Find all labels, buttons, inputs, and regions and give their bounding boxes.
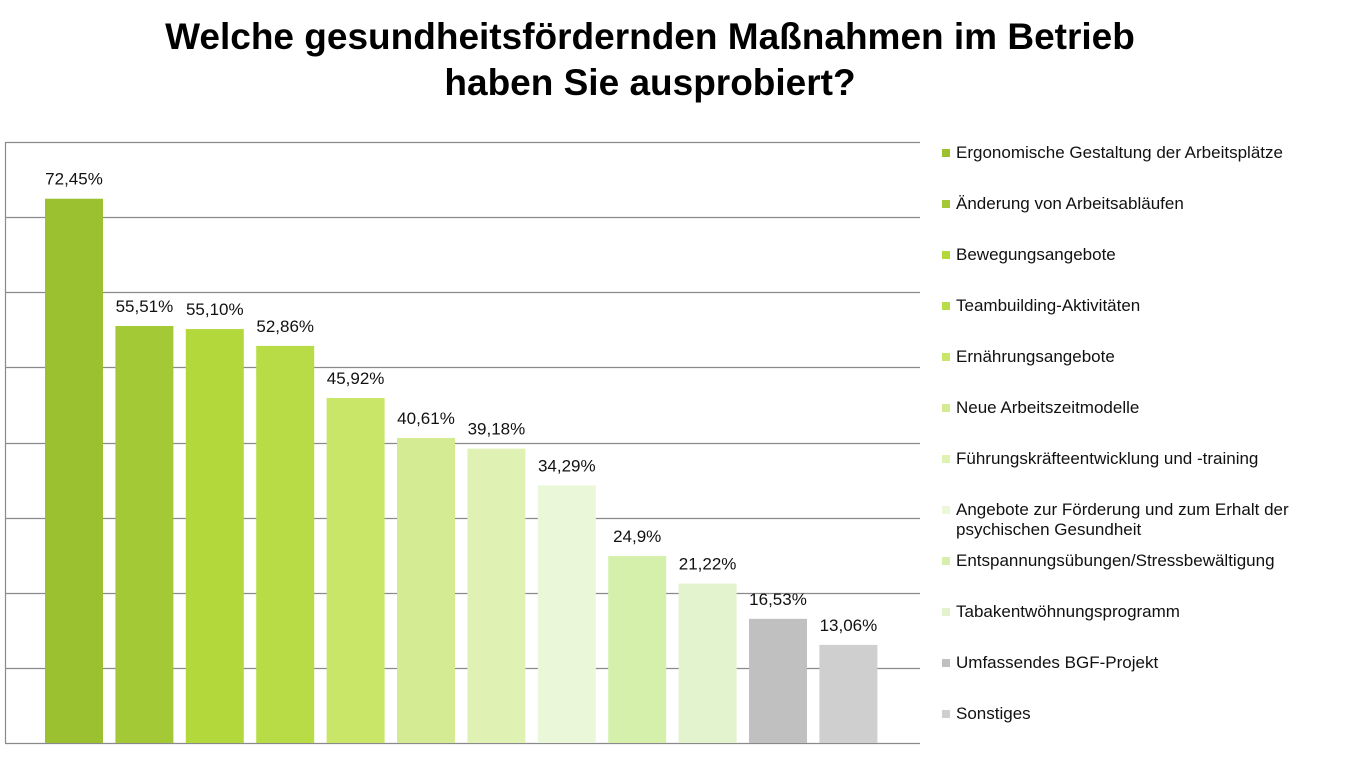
- legend-label-7: Führungskräfteentwicklung und -training: [956, 449, 1259, 468]
- bar-value-label-9: 24,9%: [613, 527, 661, 546]
- bar-value-label-7: 39,18%: [468, 420, 526, 439]
- legend-swatch-9: [942, 557, 950, 565]
- bar-10: [678, 583, 737, 743]
- bar-value-label-12: 13,06%: [820, 616, 878, 635]
- legend-swatch-1: [942, 149, 950, 157]
- legend-label-8: Angebote zur Förderung und zum Erhalt de…: [956, 500, 1289, 539]
- chart-title-line-2: haben Sie ausprobiert?: [444, 62, 856, 103]
- bar-4: [256, 345, 315, 743]
- legend-label-1: Ergonomische Gestaltung der Arbeitsplätz…: [956, 143, 1283, 162]
- legend-swatch-10: [942, 608, 950, 616]
- legend-label-12: Sonstiges: [956, 704, 1031, 723]
- legend-swatch-5: [942, 353, 950, 361]
- legend-label-6: Neue Arbeitszeitmodelle: [956, 398, 1140, 417]
- bar-2: [115, 325, 174, 743]
- legend-swatch-11: [942, 659, 950, 667]
- bar-3: [185, 329, 244, 743]
- bar-value-label-2: 55,51%: [116, 297, 174, 316]
- bar-value-label-1: 72,45%: [45, 170, 103, 189]
- bar-value-label-8: 34,29%: [538, 456, 596, 475]
- chart-title-line-1: Welche gesundheitsfördernden Maßnahmen i…: [165, 16, 1135, 57]
- bar-value-label-5: 45,92%: [327, 369, 385, 388]
- bar-value-label-6: 40,61%: [397, 409, 455, 428]
- legend-swatch-2: [942, 200, 950, 208]
- legend-swatch-6: [942, 404, 950, 412]
- legend-swatch-3: [942, 251, 950, 259]
- bar-value-label-3: 55,10%: [186, 300, 244, 319]
- bar-8: [537, 485, 596, 743]
- legend-swatch-7: [942, 455, 950, 463]
- bar-7: [467, 448, 526, 743]
- bar-value-label-4: 52,86%: [256, 317, 314, 336]
- legend-label-3: Bewegungsangebote: [956, 245, 1116, 264]
- bar-6: [397, 437, 455, 743]
- bar-value-label-11: 16,53%: [749, 590, 807, 609]
- bar-5: [326, 398, 385, 743]
- bar-chart: 72,45% 55,51% 55,10% 52,86% 45,92% 40,61% 39,1…: [4, 141, 920, 745]
- legend-swatch-4: [942, 302, 950, 310]
- legend-label-5: Ernährungsangebote: [956, 347, 1115, 366]
- legend-label-11: Umfassendes BGF-Projekt: [956, 653, 1159, 672]
- legend-label-10: Tabakentwöhnungsprogramm: [956, 602, 1180, 621]
- chart-title: Welche gesundheitsfördernden Maßnahmen i…: [0, 14, 1300, 106]
- bar-9: [608, 555, 667, 743]
- bar-11: [749, 618, 807, 743]
- bar-value-label-10: 21,22%: [679, 555, 737, 574]
- legend-label-4: Teambuilding-Aktivitäten: [956, 296, 1141, 315]
- legend-swatch-12: [942, 710, 950, 718]
- bar-1: [45, 198, 103, 744]
- legend-swatch-8: [942, 506, 950, 514]
- legend-label-2: Änderung von Arbeitsabläufen: [956, 194, 1184, 213]
- bar-12: [819, 644, 878, 743]
- legend-label-9: Entspannungsübungen/Stressbewältigung: [956, 551, 1275, 570]
